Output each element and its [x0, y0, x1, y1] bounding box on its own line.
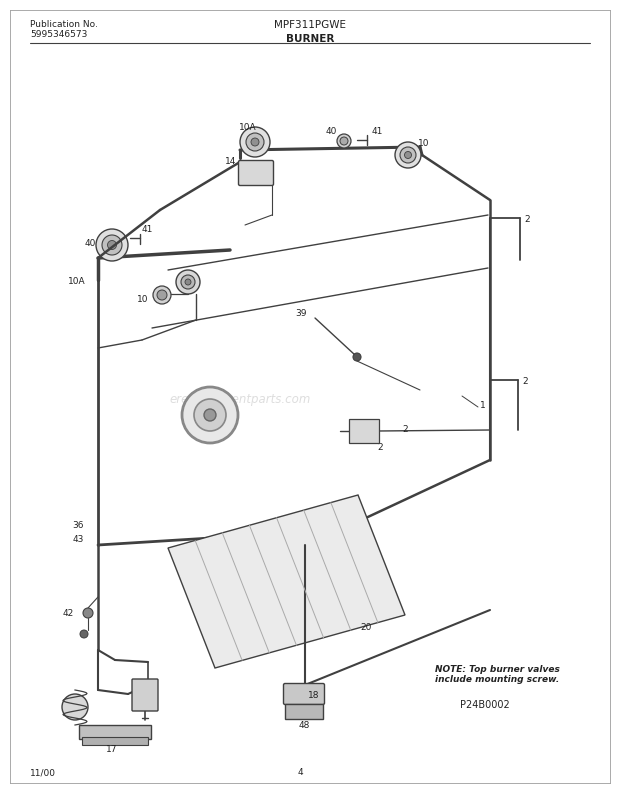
Text: 10A: 10A — [239, 124, 257, 132]
Text: 39: 39 — [296, 308, 307, 317]
Text: 40: 40 — [326, 127, 337, 136]
Circle shape — [204, 409, 216, 421]
Circle shape — [353, 353, 361, 361]
Text: P24B0002: P24B0002 — [460, 700, 510, 710]
Text: 10: 10 — [136, 294, 148, 304]
Circle shape — [80, 630, 88, 638]
FancyBboxPatch shape — [239, 160, 273, 186]
FancyBboxPatch shape — [283, 684, 324, 704]
FancyBboxPatch shape — [81, 737, 148, 745]
Circle shape — [96, 229, 128, 261]
Text: MPF311PGWE: MPF311PGWE — [274, 20, 346, 30]
Circle shape — [251, 138, 259, 146]
Text: 11/00: 11/00 — [30, 768, 56, 777]
Circle shape — [182, 387, 238, 443]
Circle shape — [185, 279, 191, 285]
Text: 2: 2 — [524, 216, 529, 224]
Text: 4: 4 — [297, 768, 303, 777]
Text: 10: 10 — [418, 139, 430, 147]
Text: 2: 2 — [402, 426, 408, 435]
Text: 1: 1 — [480, 400, 485, 409]
FancyBboxPatch shape — [349, 419, 379, 443]
Circle shape — [395, 142, 421, 168]
Circle shape — [404, 151, 412, 159]
Text: 41: 41 — [142, 225, 153, 235]
Circle shape — [240, 127, 270, 157]
Text: 36: 36 — [73, 522, 84, 531]
Circle shape — [83, 608, 93, 618]
Circle shape — [157, 290, 167, 300]
Text: NOTE: Top burner valves: NOTE: Top burner valves — [435, 665, 560, 674]
Text: BURNER: BURNER — [286, 34, 334, 44]
Text: 43: 43 — [73, 535, 84, 545]
Circle shape — [246, 133, 264, 151]
Text: 41: 41 — [372, 128, 383, 136]
FancyBboxPatch shape — [132, 679, 158, 711]
Text: include mounting screw.: include mounting screw. — [435, 675, 559, 684]
Text: ereplacementparts.com: ereplacementparts.com — [169, 393, 311, 407]
Circle shape — [176, 270, 200, 294]
Text: 21: 21 — [205, 411, 215, 419]
Circle shape — [62, 694, 88, 720]
Text: 5995346573: 5995346573 — [30, 30, 87, 39]
Circle shape — [340, 137, 348, 145]
Polygon shape — [168, 495, 405, 668]
Circle shape — [181, 275, 195, 289]
Text: 40: 40 — [84, 239, 96, 247]
Text: 48: 48 — [298, 722, 309, 730]
Circle shape — [153, 286, 171, 304]
Text: 20: 20 — [360, 623, 371, 633]
Text: 2: 2 — [522, 377, 528, 386]
Text: 2: 2 — [377, 442, 383, 451]
Text: 14: 14 — [224, 156, 236, 166]
Circle shape — [337, 134, 351, 148]
Text: 42: 42 — [63, 610, 74, 619]
Circle shape — [107, 240, 117, 250]
Text: 18: 18 — [308, 691, 319, 699]
FancyBboxPatch shape — [285, 704, 323, 719]
Circle shape — [400, 147, 416, 163]
Circle shape — [102, 235, 122, 255]
Text: 10A: 10A — [68, 278, 86, 286]
FancyBboxPatch shape — [79, 725, 151, 739]
Text: Publication No.: Publication No. — [30, 20, 98, 29]
Circle shape — [194, 399, 226, 431]
Text: 17: 17 — [106, 745, 118, 754]
